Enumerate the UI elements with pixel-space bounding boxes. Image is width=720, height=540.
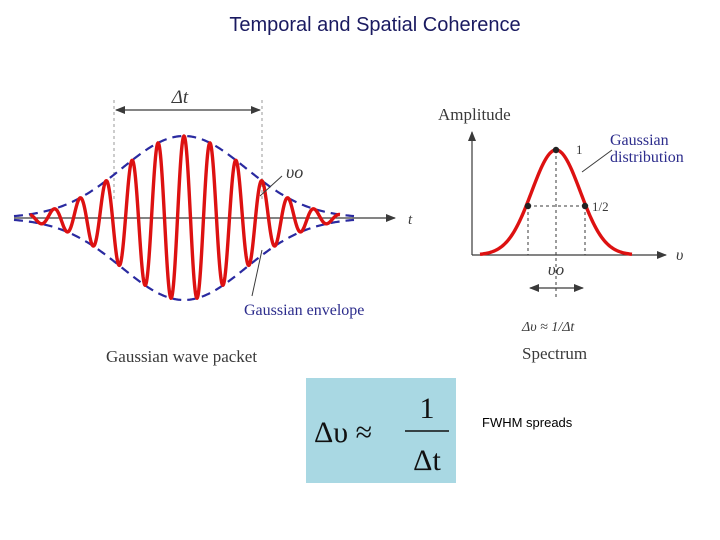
half-left-marker xyxy=(524,202,532,210)
t-axis-label: t xyxy=(408,212,413,228)
half-label: 1/2 xyxy=(592,199,609,214)
spectrum-caption: Spectrum xyxy=(522,344,587,363)
wave-packet-caption: Gaussian wave packet xyxy=(106,347,257,366)
distribution-pointer xyxy=(581,149,613,173)
formula-lhs: Δυ ≈ xyxy=(314,416,372,449)
envelope-label: Gaussian envelope xyxy=(244,302,364,319)
amplitude-axis-label: Amplitude xyxy=(438,105,511,124)
envelope-pointer xyxy=(251,249,263,297)
wave-packet-curve xyxy=(28,134,342,300)
peak-marker xyxy=(552,146,560,154)
formula-equation: Δυ ≈ 1 Δt xyxy=(314,392,449,477)
wave-packet-panel: Δt t υo Gaussian envelope Gaussian wave … xyxy=(13,87,413,366)
frequency-axis-label: υ xyxy=(676,247,683,264)
carrier-label: υo xyxy=(286,162,303,182)
distribution-label-line2: distribution xyxy=(610,149,684,166)
center-frequency-label: υo xyxy=(548,260,564,279)
formula-numerator: 1 xyxy=(420,392,435,425)
fwhm-note: FWHM spreads xyxy=(482,415,573,430)
distribution-label-line1: Gaussian xyxy=(610,132,669,149)
peak-label: 1 xyxy=(576,142,583,157)
formula-box: Δυ ≈ 1 Δt xyxy=(306,378,456,483)
half-right-marker xyxy=(581,202,589,210)
slide-title: Temporal and Spatial Coherence xyxy=(229,14,521,36)
carrier-pointer xyxy=(259,175,283,197)
formula-denominator: Δt xyxy=(413,444,441,477)
width-label-mask xyxy=(515,331,635,343)
delta-t-label: Δt xyxy=(171,87,189,108)
spectrum-panel: Amplitude υ 1 1/2 Gaussian distribution … xyxy=(438,105,684,363)
